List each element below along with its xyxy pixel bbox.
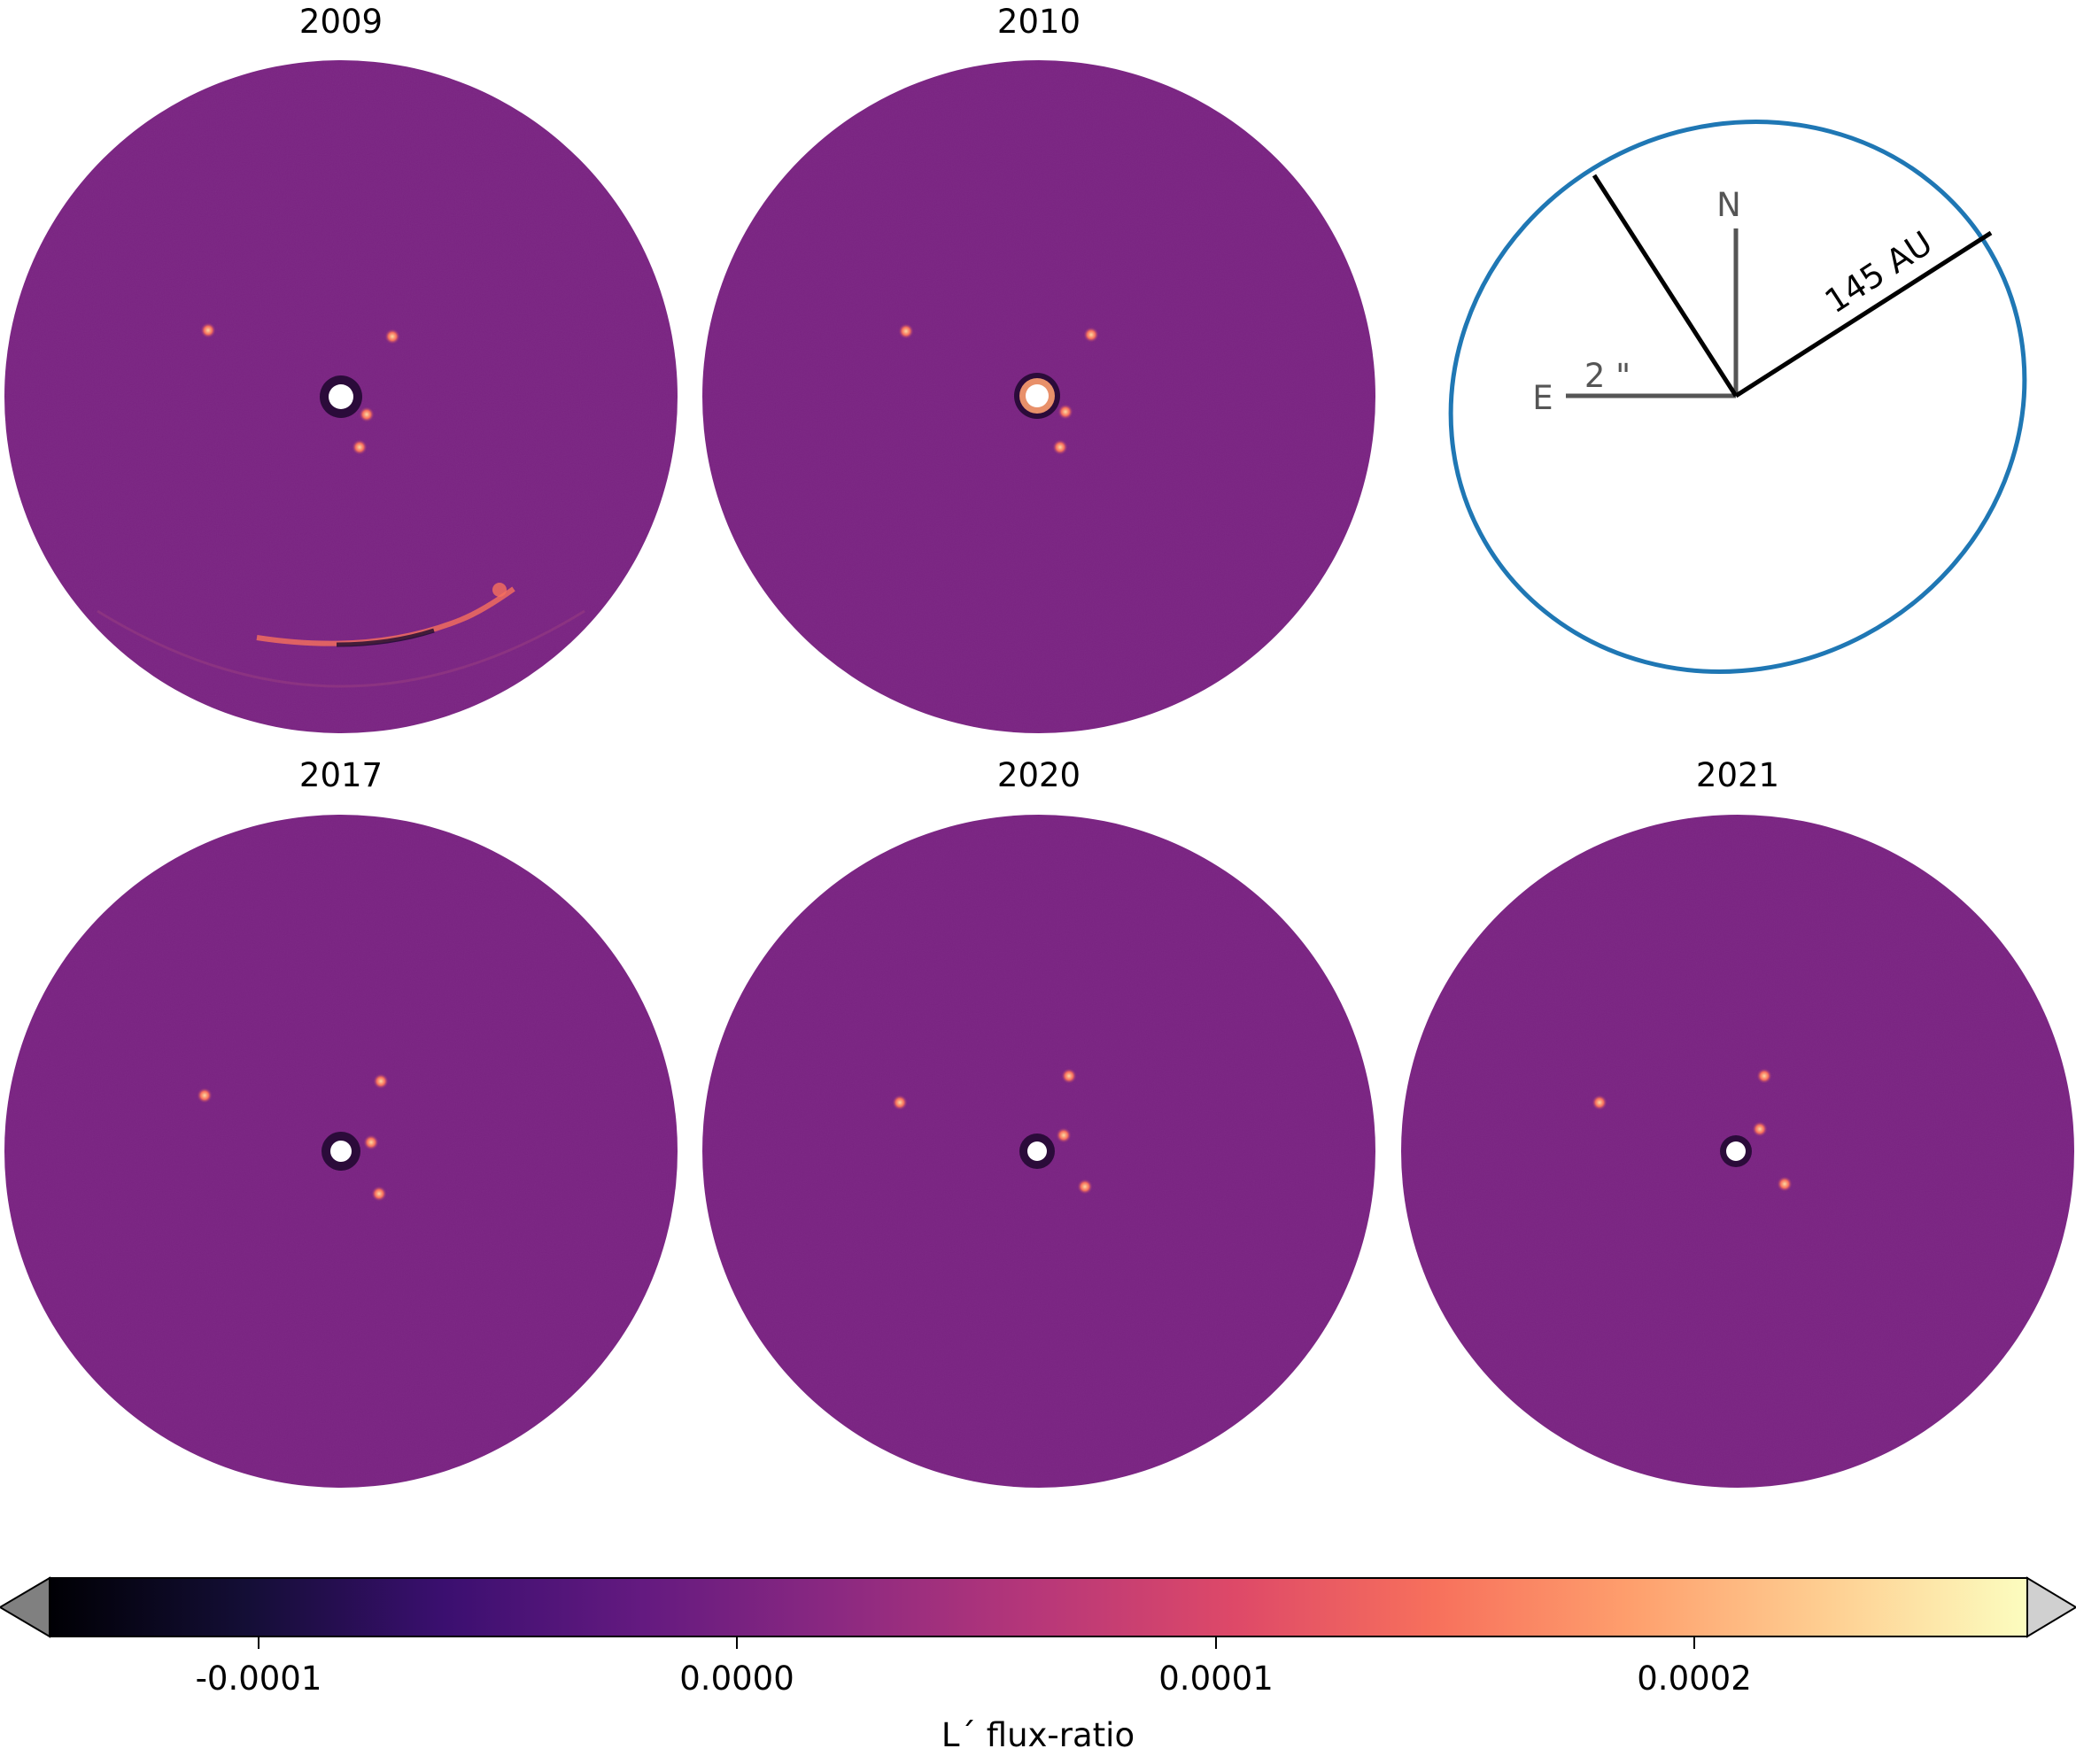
planet-2009-c xyxy=(384,329,400,344)
orbit-line-ne xyxy=(1734,230,1993,398)
panel-2010: 2010 xyxy=(702,3,1375,733)
panel-title-2017: 2017 xyxy=(299,756,383,794)
panel-title-2010: 2010 xyxy=(997,3,1081,41)
panel-2021: 2021 xyxy=(1401,756,2074,1488)
star-core-2020 xyxy=(1027,1141,1047,1161)
ring-artifact-2009 xyxy=(97,609,585,688)
planet-2010-b xyxy=(898,323,914,339)
planet-2009-e xyxy=(352,439,368,455)
streak-dark-2009 xyxy=(336,628,435,647)
colorbar-tick-label-2: 0.0001 xyxy=(1158,1660,1273,1698)
north-label: N xyxy=(1716,186,1741,224)
star-core-2009 xyxy=(329,384,353,409)
planet-2017-c xyxy=(373,1073,389,1089)
star-core-2021 xyxy=(1726,1141,1746,1161)
star-core-2017 xyxy=(330,1141,352,1162)
planet-2017-e xyxy=(371,1186,387,1202)
colorbar: -0.0001 0.0000 0.0001 0.0002 L´ flux-rat… xyxy=(0,1576,2076,1754)
planet-2010-d xyxy=(1057,404,1073,420)
orbit-line-nw xyxy=(1592,174,1739,398)
planet-2009-b xyxy=(200,322,216,338)
planet-2010-c xyxy=(1083,327,1099,343)
panel-title-2020: 2020 xyxy=(997,756,1081,794)
compass-panel: N E 2 " 145 AU xyxy=(1448,120,2027,674)
planet-2020-b xyxy=(892,1095,908,1110)
planet-2020-e xyxy=(1077,1179,1093,1195)
colorbar-label: L´ flux-ratio xyxy=(941,1716,1135,1754)
panel-title-2021: 2021 xyxy=(1696,756,1779,794)
colorbar-extend-high xyxy=(2026,1576,2076,1638)
panel-title-2009: 2009 xyxy=(299,3,383,41)
panel-2017: 2017 xyxy=(4,756,678,1488)
star-core-2010 xyxy=(1026,384,1049,407)
planet-2009-d xyxy=(359,406,375,422)
spot-2009-a xyxy=(492,583,507,597)
planet-2021-d xyxy=(1752,1121,1768,1137)
planet-2020-c xyxy=(1061,1068,1077,1084)
planet-2017-d xyxy=(363,1134,379,1150)
east-label: E xyxy=(1532,379,1553,417)
colorbar-gradient xyxy=(49,1577,2028,1637)
planet-2020-d xyxy=(1056,1127,1072,1143)
planet-2017-b xyxy=(197,1087,213,1103)
panel-2020: 2020 xyxy=(702,756,1375,1488)
panel-2009: 2009 xyxy=(4,3,678,733)
scale-label: 2 " xyxy=(1584,357,1631,395)
colorbar-ticks xyxy=(258,1636,1695,1649)
planet-2021-b xyxy=(1592,1095,1607,1110)
planet-2010-e xyxy=(1052,439,1068,455)
planet-2021-e xyxy=(1777,1176,1793,1192)
colorbar-tick-label-1: 0.0000 xyxy=(679,1660,794,1698)
colorbar-tick-label-3: 0.0002 xyxy=(1637,1660,1751,1698)
orbit-ellipse xyxy=(1448,120,2027,674)
colorbar-tick-label-0: -0.0001 xyxy=(196,1660,322,1698)
colorbar-extend-low xyxy=(0,1576,50,1638)
planet-2021-c xyxy=(1756,1068,1772,1084)
